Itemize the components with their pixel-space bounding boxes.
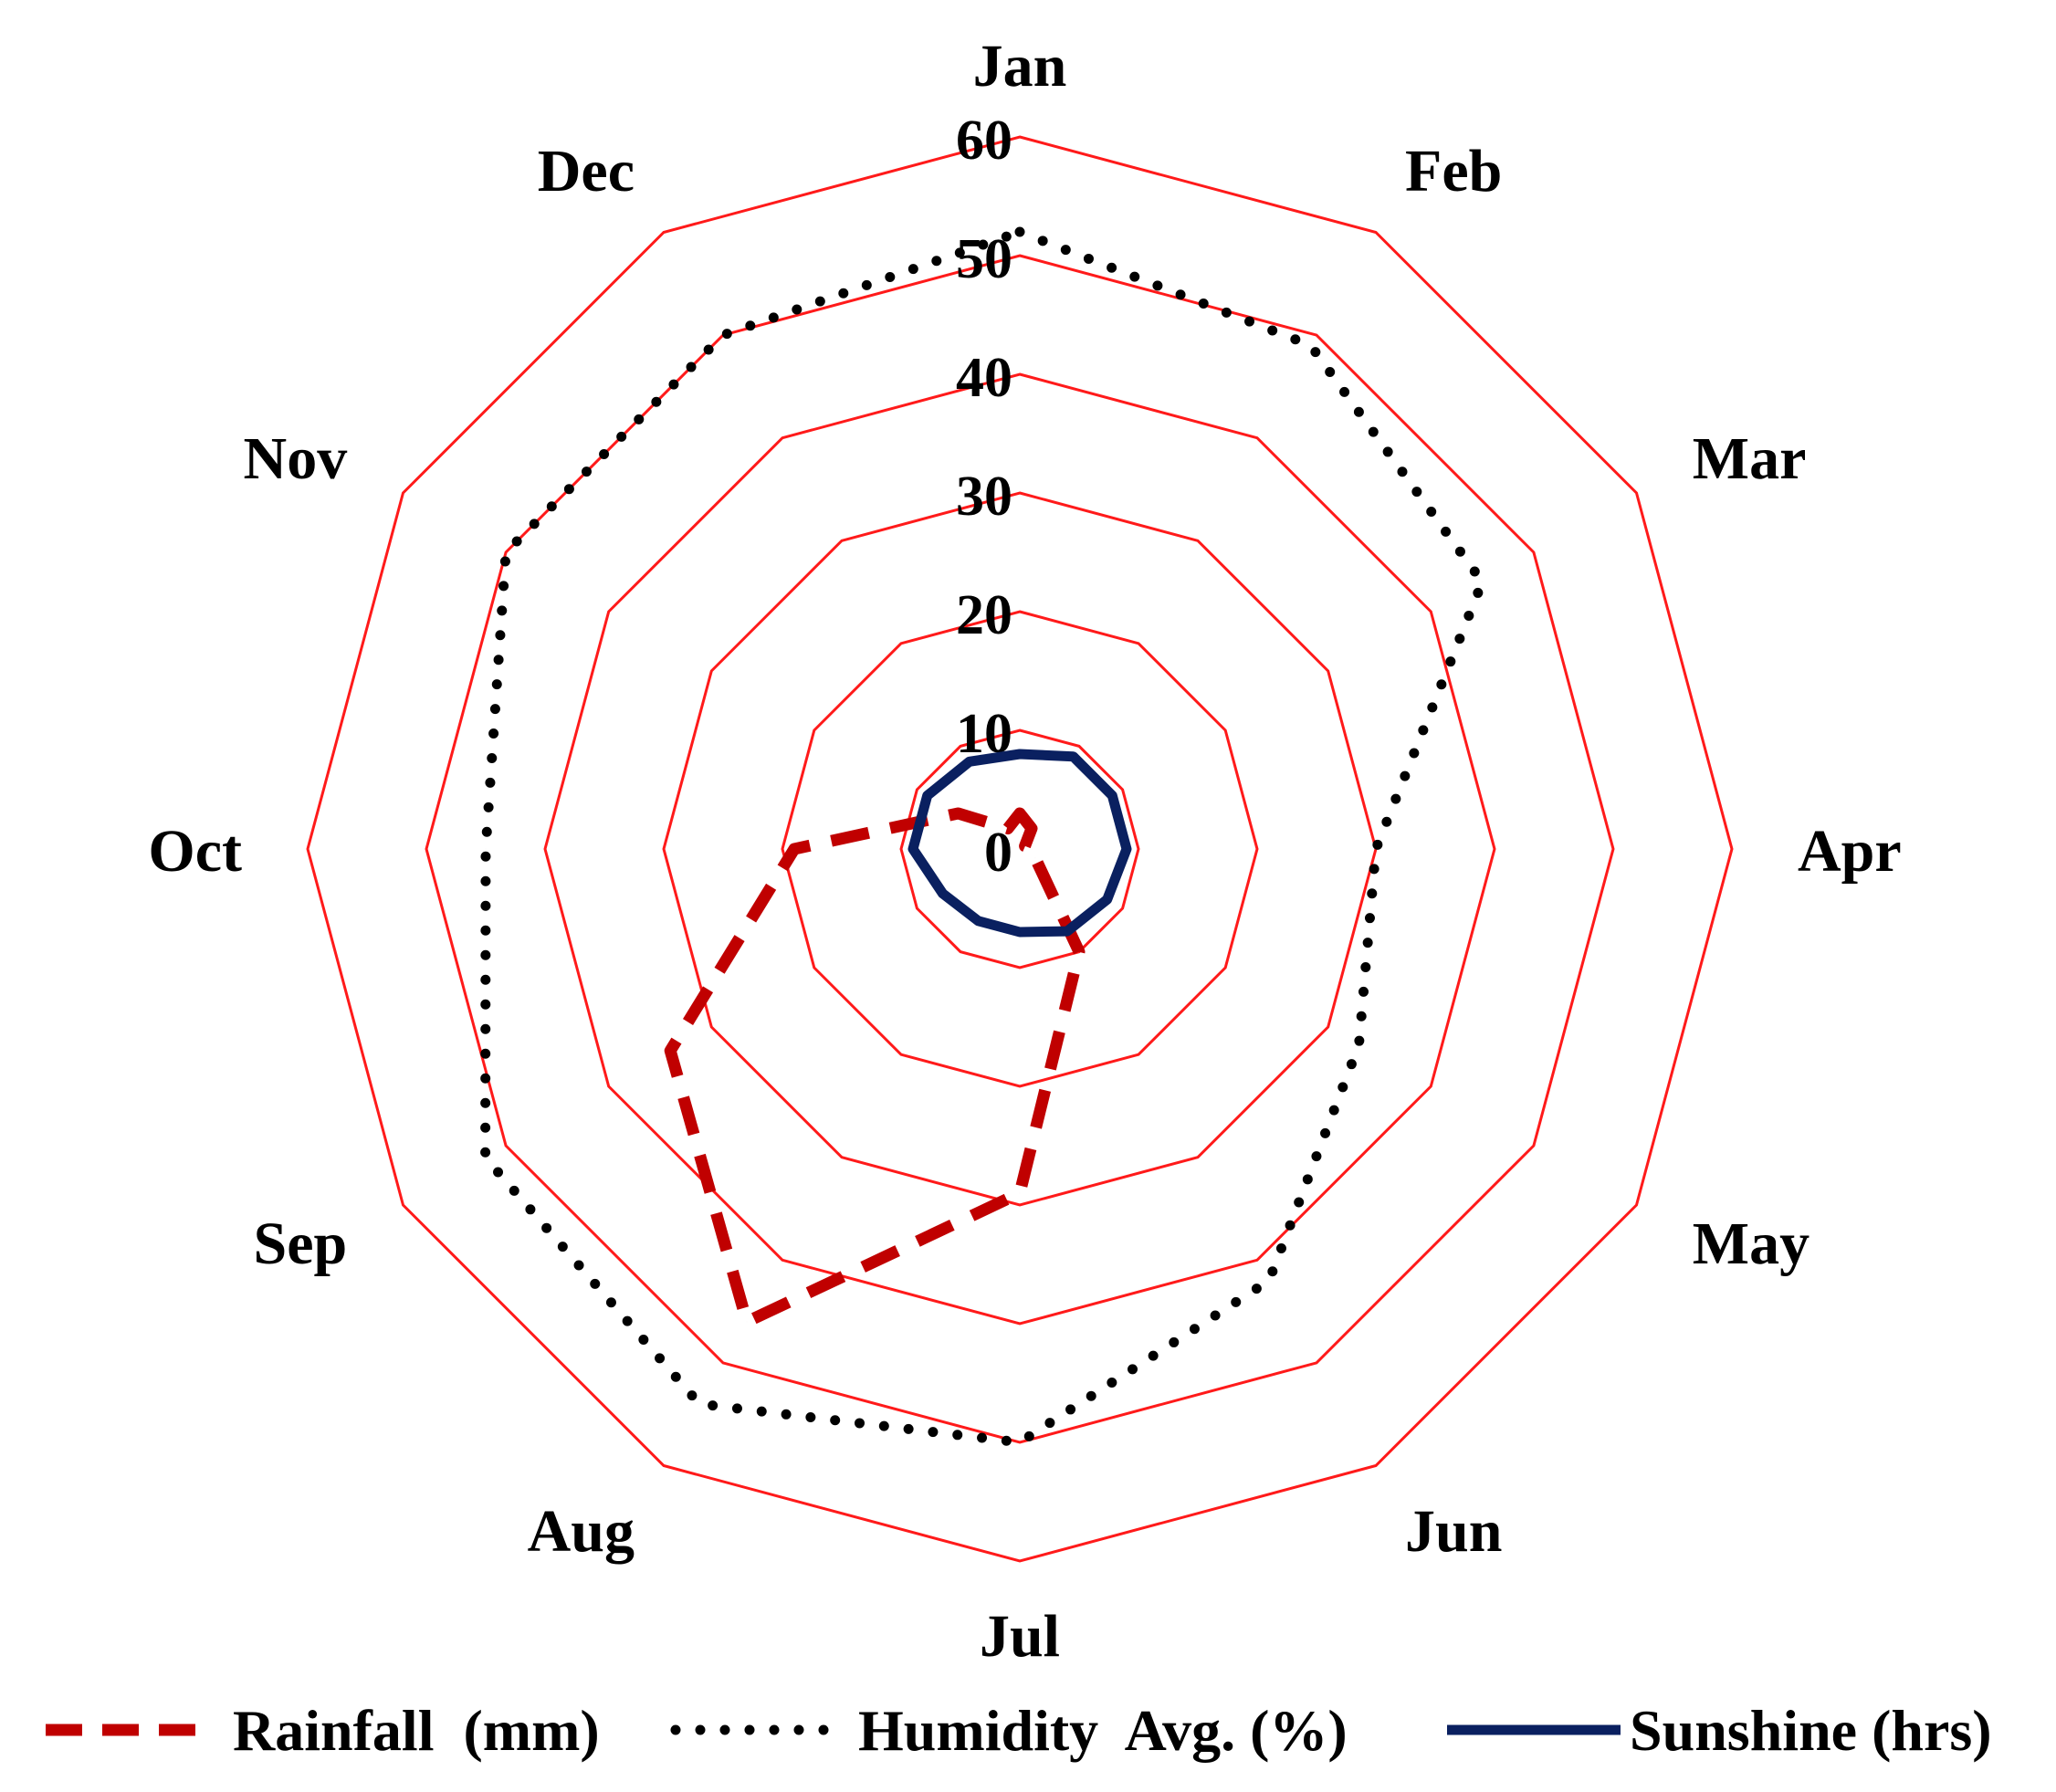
series-1-point-jan	[1019, 812, 1021, 814]
category-label: Jan	[973, 33, 1067, 100]
series-2-point-nov	[505, 551, 507, 553]
series-1-point-apr	[1031, 848, 1033, 850]
legend-label: Rainfall (mm)	[233, 1698, 600, 1763]
legend-label: Humidity Avg. (%)	[858, 1698, 1348, 1763]
category-label: Feb	[1405, 138, 1502, 204]
category-label: Nov	[244, 425, 348, 492]
series-2-point-dec	[722, 334, 724, 336]
series-1-point-dec	[1007, 828, 1009, 830]
series-2-point-oct	[485, 848, 487, 850]
grid-ring-40	[543, 372, 1496, 1326]
category-labels: Jan Feb Mar Apr May Jun Jul Aug Sep Oct Nov Dec	[148, 33, 1901, 1670]
series-1-point-mar	[1024, 845, 1026, 847]
category-label: Jul	[980, 1603, 1060, 1670]
series-1-point-oct	[793, 848, 795, 850]
series-2-point-aug	[698, 1403, 700, 1405]
category-label: Oct	[148, 818, 242, 885]
category-label: Jun	[1405, 1498, 1502, 1565]
series-2-point-feb	[1310, 344, 1312, 346]
series-3-point-dec	[969, 760, 970, 762]
series-2-point-jun	[1268, 1280, 1270, 1282]
series-2-point-may	[1358, 1044, 1360, 1046]
series-1-point-sep	[669, 1050, 671, 1052]
data-series	[480, 226, 1488, 1448]
category-label: Dec	[538, 138, 635, 204]
series-line-1	[664, 807, 1086, 1328]
series-1-point-jul	[1019, 1192, 1021, 1194]
category-label: Sep	[253, 1210, 347, 1277]
series-1-point-nov	[958, 812, 960, 814]
radar-grid	[306, 135, 1734, 1563]
legend-label: Sunshine (hrs)	[1630, 1698, 1992, 1763]
series-3-point-jan	[1019, 753, 1021, 755]
series-1-point-may	[1034, 857, 1036, 859]
series-3-point-jul	[1019, 931, 1021, 933]
grid-ring-30	[662, 491, 1378, 1207]
category-label: May	[1693, 1210, 1809, 1277]
series-2-point-mar	[1482, 582, 1484, 583]
series-2-point-jul	[1019, 1441, 1021, 1443]
series-line-3	[907, 749, 1132, 938]
radial-tick-label: 20	[956, 584, 1012, 646]
series-3-point-sep	[942, 893, 944, 895]
series-3-point-may	[1107, 898, 1108, 900]
radial-tick-label: 60	[956, 110, 1012, 172]
category-label: Mar	[1693, 425, 1807, 492]
series-3-point-apr	[1126, 848, 1128, 850]
series-3-point-oct	[912, 848, 914, 850]
legend: Rainfall (mm) Humidity Avg. (%) Sunshine (…	[46, 1698, 1992, 1763]
series-3-point-jun	[1066, 930, 1068, 932]
series-1-point-aug	[746, 1321, 748, 1323]
series-3-point-aug	[978, 920, 980, 922]
grid-ring-60	[306, 135, 1734, 1563]
grid-ring-10	[899, 728, 1140, 969]
grid-ring-20	[781, 610, 1259, 1088]
radial-tick-label: 30	[956, 466, 1012, 528]
series-2-point-jan	[1019, 231, 1021, 233]
series-1-point-jun	[1078, 951, 1080, 953]
series-2-point-sep	[485, 1157, 487, 1158]
series-3-point-feb	[1073, 756, 1075, 758]
category-label: Aug	[528, 1498, 635, 1565]
grid-ring-50	[425, 254, 1615, 1444]
series-1-point-feb	[1031, 828, 1033, 830]
series-3-point-nov	[927, 795, 928, 797]
radial-tick-label: 40	[956, 347, 1012, 409]
category-label: Apr	[1798, 818, 1902, 885]
series-3-point-mar	[1111, 795, 1113, 797]
series-2-point-apr	[1375, 848, 1377, 850]
